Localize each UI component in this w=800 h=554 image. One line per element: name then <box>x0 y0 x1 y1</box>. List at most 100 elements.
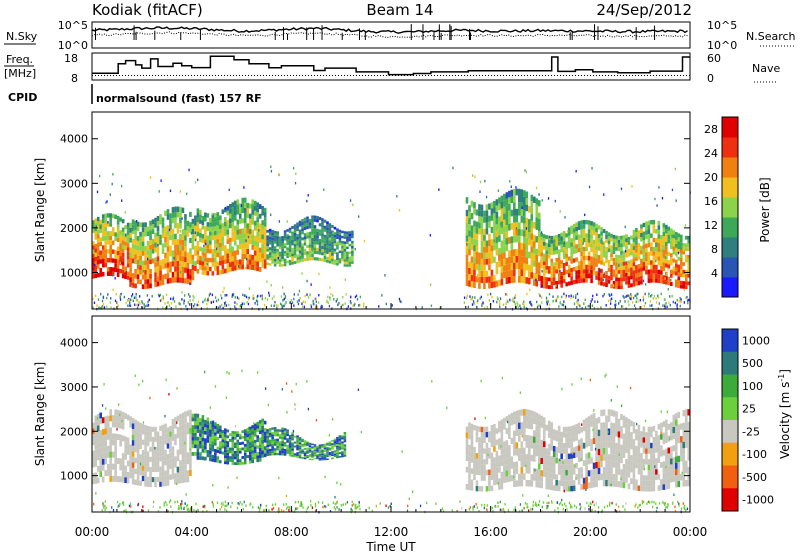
power-scatter-cell <box>134 283 137 289</box>
power-scatter-cell <box>627 252 631 257</box>
power-scatter-cell <box>243 202 247 208</box>
power-scatter-cell <box>480 276 484 283</box>
velocity-scatter-cell <box>679 474 683 481</box>
velocity-scatter-cell <box>159 471 162 477</box>
power-scatter-speck <box>187 293 190 296</box>
velocity-scatter-cell <box>308 442 312 445</box>
power-scatter-cell <box>530 233 534 240</box>
power-scatter-cell <box>94 244 98 249</box>
velocity-scatter-cell <box>625 476 628 483</box>
velocity-scatter-cell <box>590 469 593 476</box>
power-scatter-cell <box>251 234 255 240</box>
velocity-scatter-cell <box>261 443 264 447</box>
power-scatter-speck <box>552 299 554 303</box>
power-scatter-cell <box>587 264 591 270</box>
velocity-scatter-cell <box>109 439 112 446</box>
power-scatter-cell <box>572 245 576 250</box>
power-scatter-cell <box>161 217 165 223</box>
power-scatter-cell <box>580 251 583 257</box>
velocity-scatter-cell <box>508 463 511 470</box>
velocity-scatter-cell <box>635 485 638 491</box>
velocity-scatter-cell <box>580 438 583 445</box>
power-scatter-cell <box>480 246 484 253</box>
velocity-scatter-cell <box>607 454 611 461</box>
power-scatter-speck <box>683 288 686 292</box>
power-scatter-cell <box>303 258 307 262</box>
velocity-scatter-cell <box>306 449 309 451</box>
velocity-scatter-cell <box>124 413 127 419</box>
power-scatter-cell <box>323 219 327 223</box>
power-scatter-cell <box>513 195 516 203</box>
power-scatter-cell <box>537 262 541 269</box>
velocity-scatter-cell <box>171 473 175 480</box>
power-scatter-cell <box>527 219 531 226</box>
power-scatter-speck <box>315 304 318 307</box>
velocity-scatter-cell <box>106 445 110 452</box>
velocity-scatter-cell <box>181 430 185 437</box>
power-scatter-cell <box>174 239 177 245</box>
power-scatter-cell <box>293 244 297 247</box>
power-scatter-cell <box>510 236 514 244</box>
velocity-scatter-cell <box>246 428 250 432</box>
power-scatter-speck <box>259 294 262 298</box>
velocity-scatter-cell <box>281 453 284 456</box>
velocity-scatter-cell <box>276 441 279 444</box>
power-scatter-speck <box>651 304 653 307</box>
power-scatter-speck <box>224 302 226 305</box>
power-scatter-cell <box>575 266 578 271</box>
power-scatter-cell <box>655 229 658 234</box>
power-scatter-speck <box>644 292 646 296</box>
velocity-scatter-cell <box>134 446 137 453</box>
velocity-scatter-cell <box>228 450 232 454</box>
power-scatter-cell <box>181 261 185 267</box>
velocity-scatter-cell <box>99 418 103 425</box>
power-scatter-cell <box>627 280 631 284</box>
power-scatter-cell <box>179 233 182 240</box>
velocity-scatter-cell <box>527 441 531 449</box>
power-scatter-cell <box>542 238 546 242</box>
power-scatter-cell <box>111 227 115 232</box>
velocity-scatter-cell <box>560 437 563 443</box>
power-scatter-speck <box>676 254 678 258</box>
power-scatter-cell <box>301 249 304 253</box>
power-scatter-speck <box>270 165 272 168</box>
velocity-scatter-cell <box>119 422 122 429</box>
power-scatter-cell <box>211 253 215 258</box>
power-scatter-cell <box>139 241 142 247</box>
velocity-scatter-cell <box>630 437 633 444</box>
velocity-scatter-cell <box>109 475 112 482</box>
power-scatter-cell <box>547 254 551 259</box>
power-scatter-speck <box>342 295 344 299</box>
power-scatter-cell <box>652 260 656 265</box>
power-scatter-speck <box>683 301 685 304</box>
velocity-scatter-cell <box>575 462 578 469</box>
power-scatter-cell <box>298 256 302 260</box>
power-colorbar-tick: 4 <box>711 267 718 280</box>
power-scatter-cell <box>323 234 327 238</box>
velocity-scatter-cell <box>595 436 598 444</box>
power-scatter-cell <box>500 208 504 215</box>
power-scatter-speck <box>523 303 525 306</box>
power-scatter-cell <box>640 280 643 285</box>
power-scatter-cell <box>620 247 623 251</box>
velocity-scatter-cell <box>532 442 536 450</box>
power-scatter-cell <box>684 254 688 259</box>
velocity-scatter-cell <box>201 456 205 461</box>
velocity-scatter-cell <box>336 440 339 443</box>
power-scatter-cell <box>224 221 227 227</box>
power-scatter-speck <box>588 304 590 308</box>
power-scatter-cell <box>632 229 636 234</box>
power-scatter-cell <box>191 270 195 276</box>
velocity-scatter-cell <box>577 456 581 463</box>
velocity-scatter-cell <box>306 455 309 457</box>
power-scatter-cell <box>271 230 274 233</box>
velocity-scatter-cell <box>224 458 227 462</box>
power-scatter-cell <box>139 279 142 285</box>
velocity-scatter-cell <box>141 475 145 482</box>
velocity-scatter-cell <box>219 441 222 445</box>
velocity-scatter-cell <box>166 443 170 449</box>
power-scatter-cell <box>146 259 150 265</box>
power-scatter-cell <box>181 207 185 214</box>
power-scatter-cell <box>582 278 586 283</box>
power-scatter-speck <box>239 304 242 308</box>
